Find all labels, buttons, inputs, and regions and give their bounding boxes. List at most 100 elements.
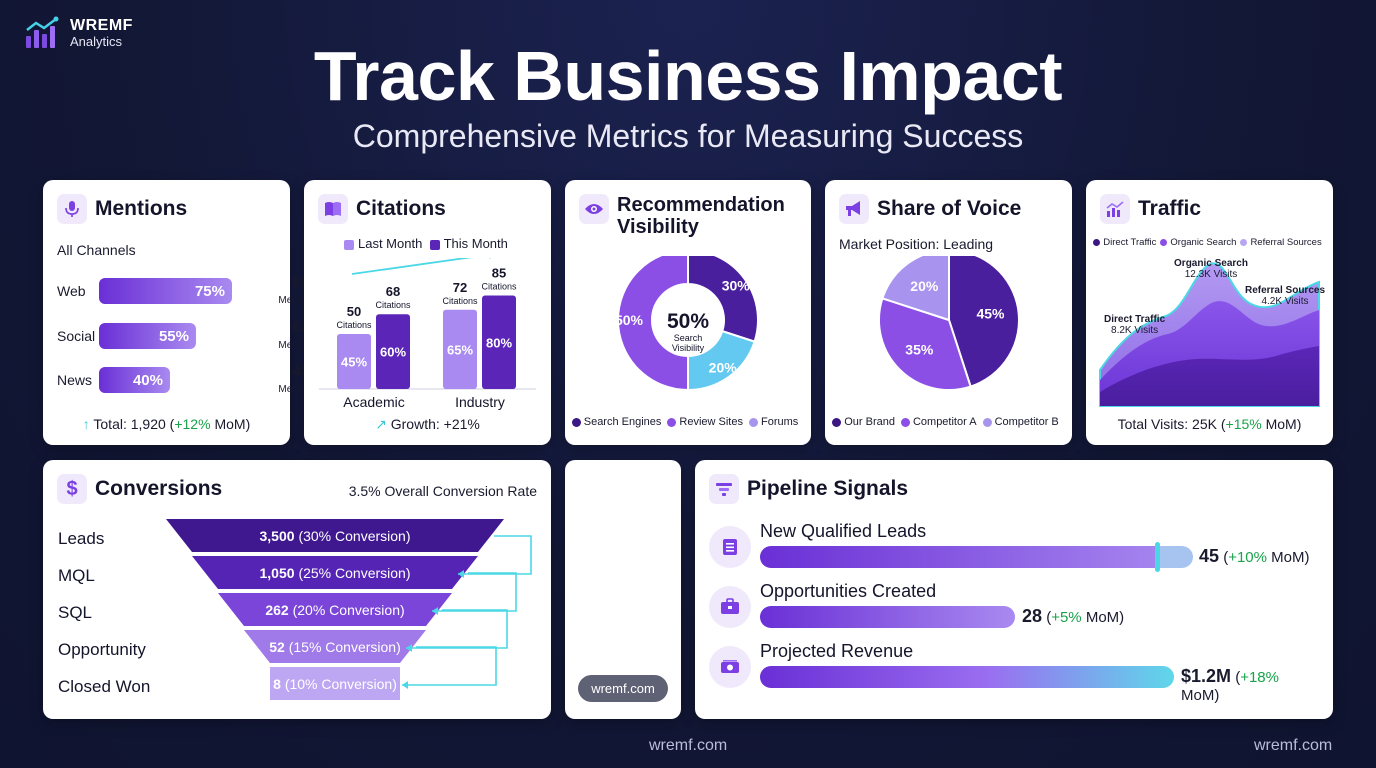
funnel-stage-value: 3,500 (30% Conversion) [260, 528, 411, 544]
pipeline-title: Pipeline Signals [747, 477, 909, 501]
citation-count: 72 [453, 280, 467, 295]
traffic-total: Total Visits: 25K (+15% MoM) [1117, 416, 1302, 432]
traffic-referral-label: Referral Sources 4.2K Visits [1240, 285, 1330, 307]
pie-slice-label: 20% [709, 360, 738, 376]
citations-growth-label: Growth: +21% [390, 416, 480, 432]
mention-bar: 75% [99, 278, 232, 304]
pie-slice-label: 50% [615, 312, 644, 328]
recommendation-title-line1: Recommendation [617, 194, 785, 216]
donut-center-label1: Search [674, 333, 703, 343]
recommendation-legend-item: Review Sites [667, 416, 743, 428]
share-of-voice-legend-item: Competitor B [982, 416, 1059, 428]
citation-bar [482, 295, 516, 389]
pie-slice-label: 30% [722, 277, 751, 293]
donut-center [652, 284, 724, 356]
funnel-stage-label: Opportunity [58, 640, 146, 659]
citation-bar-pct: 45% [341, 355, 367, 370]
microphone-icon [57, 194, 87, 224]
recommendation-card: Recommendation Visibility 30% 20% 50% 50% Se… [565, 180, 811, 445]
pipeline-row-value: 45 (+10% MoM) [1199, 546, 1310, 566]
funnel-connector [402, 646, 497, 686]
pipeline-bar [760, 666, 1174, 688]
recommendation-legend: Search Engines Review Sites Forums [565, 416, 811, 428]
traffic-legend-item: Referral Sources [1240, 237, 1322, 248]
donut-center-label2: Visibility [672, 343, 705, 353]
citation-bar [443, 309, 477, 389]
pipeline-row-label: Projected Revenue [760, 641, 914, 661]
legend-this-month: This Month [443, 236, 508, 251]
recommendation-legend-item: Forums [748, 416, 798, 428]
arrow-up-icon: ↑ [82, 416, 90, 432]
pipeline-bar [760, 546, 1187, 568]
logo-chart-icon [26, 16, 59, 48]
funnel-icon [709, 474, 739, 504]
trend-arrow-icon [489, 258, 491, 259]
recommendation-legend-item: Search Engines [571, 416, 661, 428]
funnel-stage-label: Leads [58, 529, 104, 548]
website-badge[interactable]: wremf.com [578, 675, 668, 702]
share-of-voice-title: Share of Voice [877, 197, 1022, 221]
traffic-legend: Direct Traffic Organic Search Referral Sou… [1086, 237, 1333, 248]
referral-label-value: 4.2K Visits [1261, 296, 1309, 307]
direct-area [1100, 346, 1319, 406]
conversions-card: $ Conversions 3.5% Overall Conversion Ra… [43, 460, 551, 719]
traffic-area-chart [1099, 262, 1320, 407]
pipeline-bar [760, 606, 1015, 628]
citation-unit: Citations [375, 300, 411, 310]
mentions-card: Mentions All Channels Web75%850MentionsS… [43, 180, 319, 445]
briefcase-icon [709, 586, 751, 628]
traffic-total-label: Total Visits: 25K [1117, 416, 1217, 432]
conversion-funnel: 3,500 (30% Conversion) Leads 1,050 (25% Co… [58, 519, 532, 700]
organic-label-name: Organic Search [1174, 258, 1248, 269]
connector-arrow-icon [406, 644, 412, 652]
mention-bar: 40% [99, 367, 170, 393]
traffic-total-change: +15% [1225, 416, 1262, 432]
funnel-connector [458, 535, 532, 575]
traffic-legend-item: Organic Search [1160, 237, 1236, 248]
funnel-stage [218, 593, 452, 626]
conversions-title: Conversions [95, 477, 223, 501]
eye-icon [579, 194, 609, 224]
mentions-total-label: Total: 1,920 [93, 416, 166, 432]
funnel-stage-value: 52 (15% Conversion) [269, 639, 401, 655]
pipeline-bar-remainder [1157, 546, 1193, 568]
list-icon [709, 526, 751, 568]
citation-bar-pct: 65% [447, 342, 473, 357]
funnel-stage [166, 519, 504, 552]
trend-up-icon: ↗ [375, 416, 387, 432]
citations-card: Citations Last Month This Month 45% 50 Cit… [304, 180, 551, 445]
citation-count: 68 [386, 284, 400, 299]
citation-unit: Citations [442, 296, 478, 306]
direct-label-name: Direct Traffic [1104, 314, 1166, 325]
funnel-connector [406, 609, 508, 649]
pipeline-row-value: $1.2M (+18% MoM) [1181, 666, 1279, 704]
share-of-voice-legend-item: Competitor A [900, 416, 977, 428]
mentions-title: Mentions [95, 197, 188, 221]
conversion-rate: 3.5% Overall Conversion Rate [348, 483, 537, 499]
citation-bar-pct: 60% [380, 345, 406, 360]
logo-subtitle: Analytics [70, 33, 123, 49]
mention-bar: 55% [99, 323, 196, 349]
funnel-stage [270, 667, 400, 700]
share-of-voice-subtitle: Market Position: Leading [839, 236, 994, 252]
page-title: Track Business Impact [313, 37, 1063, 115]
mentions-total-suffix: MoM [214, 416, 246, 432]
connector-arrow-icon [402, 681, 408, 689]
logo-name: WREMF [70, 16, 133, 34]
pipeline-row-label: Opportunities Created [760, 581, 937, 601]
funnel-stage-value: 1,050 (25% Conversion) [260, 565, 411, 581]
share-of-voice-pie: 45% 35% 20% [878, 256, 1020, 391]
badge-card: wremf.com [565, 460, 681, 719]
citation-unit: Citations [336, 320, 372, 330]
direct-label-value: 8.2K Visits [1111, 325, 1159, 336]
footer-right-link[interactable]: wremf.com [1254, 737, 1333, 754]
money-icon [709, 646, 751, 688]
footer-center-link[interactable]: wremf.com [649, 737, 728, 754]
recommendation-title-line2: Visibility [617, 216, 699, 238]
citation-count: 50 [347, 304, 361, 319]
funnel-stage [192, 556, 478, 589]
